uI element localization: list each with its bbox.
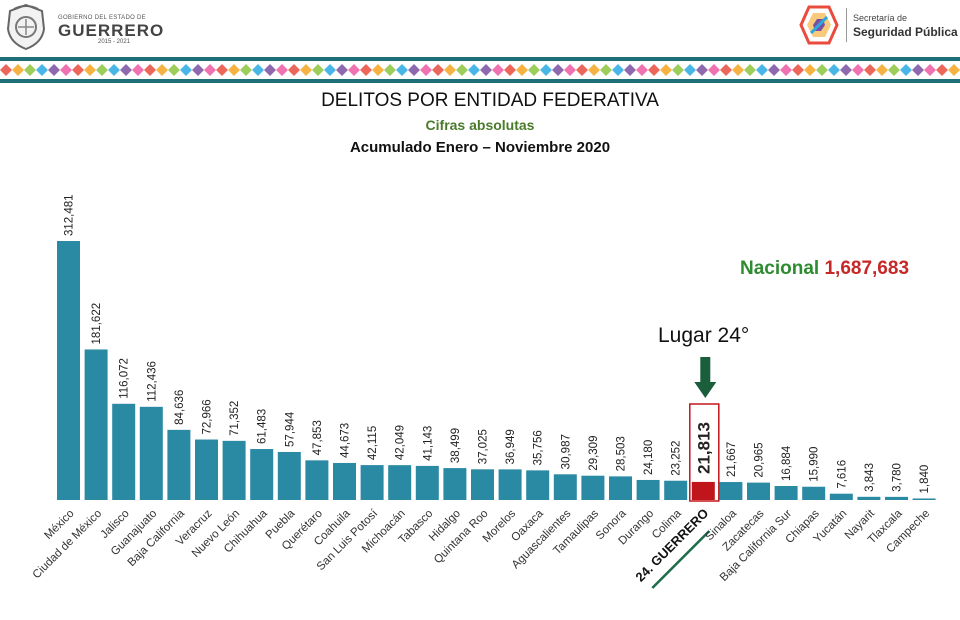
- value-label: 29,309: [588, 436, 600, 471]
- rank-label: Lugar 24°: [658, 324, 750, 347]
- value-label: 3,843: [864, 463, 876, 492]
- value-label: 116,072: [119, 358, 131, 399]
- bar: [305, 460, 329, 500]
- bar: [553, 474, 577, 500]
- bar-highlight: [691, 481, 715, 500]
- value-label: 112,436: [146, 361, 158, 402]
- value-label: 3,780: [892, 463, 904, 492]
- bar: [139, 406, 163, 500]
- value-label: 71,352: [229, 401, 241, 436]
- bar: [167, 429, 191, 500]
- national-label: Nacional: [740, 258, 820, 279]
- value-label: 36,949: [505, 429, 517, 464]
- value-label: 1,840: [919, 465, 931, 494]
- value-label: 16,884: [781, 445, 793, 481]
- chart-title: DELITOS POR ENTIDAD FEDERATIVA: [321, 90, 659, 111]
- ssp-line1: Secretaría de: [853, 13, 908, 23]
- bar: [443, 468, 467, 500]
- chart-subtitle: Cifras absolutas: [425, 117, 535, 133]
- value-label: 15,990: [809, 447, 821, 482]
- header: GOBIERNO DEL ESTADO DE GUERRERO 2015 - 2…: [0, 0, 960, 58]
- bar: [84, 349, 108, 500]
- bar: [664, 480, 688, 500]
- value-label: 181,622: [91, 303, 103, 345]
- highlight-underline: [651, 530, 711, 589]
- value-label: 7,616: [836, 460, 848, 489]
- national-value: 1,687,683: [824, 258, 910, 279]
- gov-line2: GUERRERO: [58, 21, 165, 40]
- bar: [774, 486, 798, 500]
- value-label: 21,667: [726, 442, 738, 477]
- bar: [719, 482, 743, 500]
- rank-arrow-icon: [694, 357, 717, 398]
- value-label: 42,049: [395, 425, 407, 460]
- state-seal-icon: [6, 3, 46, 51]
- value-label: 28,503: [616, 436, 628, 471]
- bar: [747, 482, 770, 500]
- value-label: 41,143: [422, 426, 434, 461]
- ssp-logo-icon: [799, 5, 839, 45]
- value-label: 312,481: [64, 194, 76, 236]
- bar: [829, 493, 853, 500]
- bar: [885, 496, 908, 500]
- bar: [857, 496, 881, 500]
- bar: [388, 465, 412, 500]
- value-label: 37,025: [478, 429, 490, 464]
- highlight-box: [689, 403, 720, 502]
- value-label: 35,756: [533, 430, 545, 465]
- value-label: 24,180: [643, 440, 655, 475]
- bar: [57, 241, 80, 500]
- bar: [609, 476, 632, 500]
- value-label: 20,965: [754, 442, 766, 477]
- bar: [277, 451, 301, 500]
- bar: [415, 465, 439, 500]
- bar: [526, 470, 550, 500]
- value-label: 57,944: [284, 411, 296, 447]
- gov-years: 2015 - 2021: [98, 39, 131, 45]
- bar: [112, 403, 136, 500]
- national-total: Nacional 1,687,683: [740, 258, 909, 280]
- value-label: 38,499: [450, 428, 462, 463]
- bar: [222, 440, 246, 500]
- value-label: 44,673: [340, 423, 352, 458]
- value-label-highlight: 21,813: [694, 422, 713, 474]
- bar: [360, 465, 384, 500]
- bar: [912, 498, 936, 500]
- gov-line1: GOBIERNO DEL ESTADO DE: [58, 15, 146, 21]
- value-label: 42,115: [367, 426, 379, 460]
- ssp-divider: [846, 8, 847, 42]
- bar: [471, 469, 494, 500]
- value-label: 61,483: [257, 409, 269, 444]
- value-label: 30,987: [560, 434, 572, 469]
- value-label: 84,636: [174, 390, 186, 425]
- bar: [498, 469, 522, 500]
- decorative-band: [0, 57, 960, 83]
- ssp-line2: Seguridad Pública: [853, 25, 958, 39]
- bar: [636, 479, 660, 500]
- value-label: 72,966: [202, 399, 214, 434]
- bar: [250, 449, 274, 500]
- bar: [802, 486, 826, 500]
- bar: [195, 439, 218, 500]
- bar: [581, 475, 605, 500]
- value-label: 47,853: [312, 420, 324, 455]
- bar: [333, 462, 356, 500]
- chart-period: Acumulado Enero – Noviembre 2020: [349, 139, 611, 156]
- value-label: 23,252: [671, 441, 683, 476]
